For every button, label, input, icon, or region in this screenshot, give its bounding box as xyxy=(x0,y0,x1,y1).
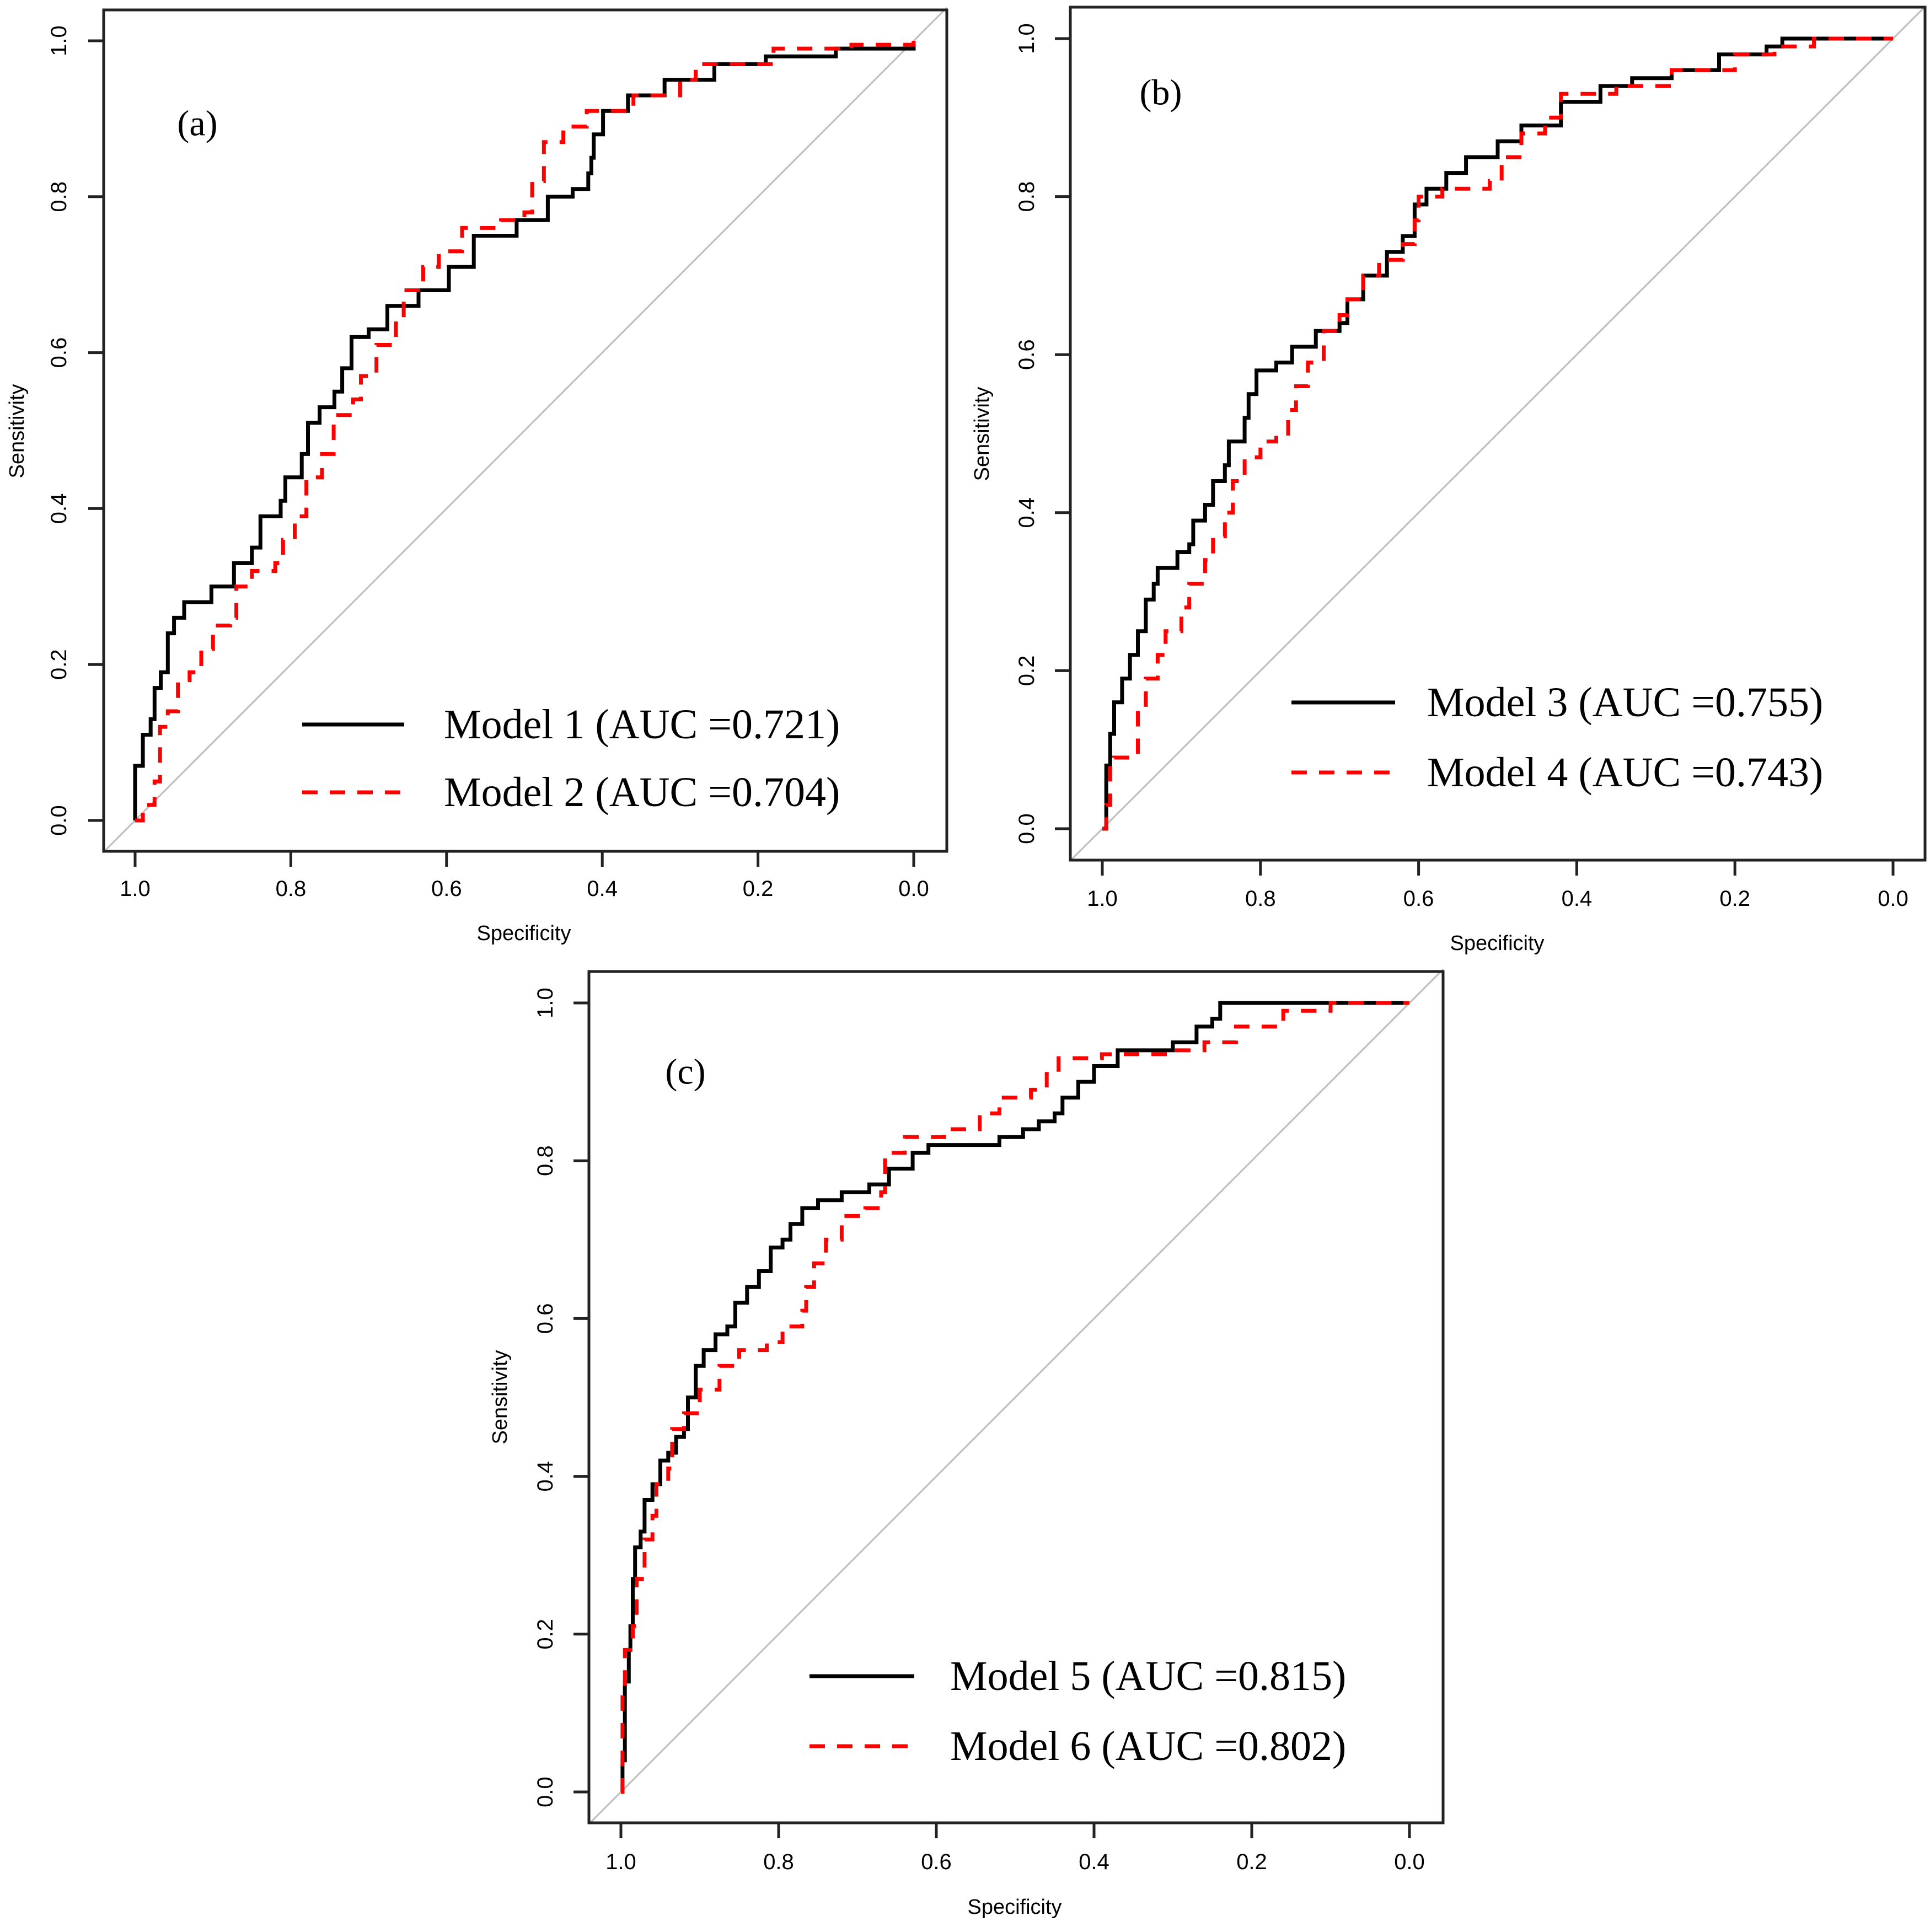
x-tick-label: 0.4 xyxy=(1079,1850,1109,1874)
x-tick-label: 0.6 xyxy=(431,877,462,901)
y-tick-label: 0.0 xyxy=(1015,813,1039,844)
roc-curve-model-3 xyxy=(1102,36,1893,831)
y-axis-title: Sensitivity xyxy=(489,1350,512,1444)
x-tick-label: 0.2 xyxy=(1236,1850,1267,1874)
x-tick-label: 0.6 xyxy=(1403,887,1434,911)
reference-diagonal-line xyxy=(588,968,1444,1825)
y-tick-label: 0.2 xyxy=(1015,656,1039,686)
x-tick-label: 0.6 xyxy=(921,1850,952,1874)
y-tick-label: 1.0 xyxy=(1015,23,1039,54)
reference-diagonal-line xyxy=(103,7,948,853)
y-tick-label: 0.0 xyxy=(47,805,71,836)
plot-frame xyxy=(102,8,948,853)
y-tick-label: 0.4 xyxy=(1015,497,1039,528)
y-tick-label: 0.4 xyxy=(533,1461,557,1492)
x-tick-label: 1.0 xyxy=(605,1850,636,1874)
x-tick-label: 0.4 xyxy=(587,877,618,901)
y-axis-title: Sensitivity xyxy=(971,387,994,481)
y-axis-title: Sensitivity xyxy=(6,384,29,478)
x-tick-label: 0.8 xyxy=(763,1850,794,1874)
legend: Model 3 (AUC =0.755) Model 4 (AUC =0.743) xyxy=(1291,679,1823,796)
roc-curve-model-5 xyxy=(620,1001,1409,1794)
roc-curve-model-1 xyxy=(133,41,916,820)
legend: Model 5 (AUC =0.815) Model 6 (AUC =0.802) xyxy=(809,1653,1346,1769)
x-axis-title: Specificity xyxy=(967,1896,1062,1919)
y-tick-label: 0.0 xyxy=(533,1777,557,1807)
y-tick-label: 1.0 xyxy=(47,25,71,56)
roc-panel-b: 1.0 0.8 0.6 0.4 0.2 0.0 0.0 0.2 0.4 0.6 0.8 1.0 Spec… xyxy=(971,6,1927,955)
y-tick-label: 0.8 xyxy=(1015,181,1039,212)
plot-frame xyxy=(587,970,1445,1824)
x-tick-label: 0.4 xyxy=(1562,887,1593,911)
y-tick-label: 0.6 xyxy=(47,337,71,368)
x-tick-label: 0.0 xyxy=(898,877,929,901)
legend-label: Model 2 (AUC =0.704) xyxy=(444,769,840,815)
roc-curve-model-6 xyxy=(620,1001,1409,1794)
y-tick-label: 0.8 xyxy=(47,181,71,212)
y-tick-label: 0.4 xyxy=(47,493,71,524)
roc-panel-a: 1.0 0.8 0.6 0.4 0.2 0.0 0.0 0.2 0.4 0.6 0.8 1.0 Spec… xyxy=(6,7,948,945)
roc-curve-model-4 xyxy=(1102,36,1893,831)
y-tick-label: 1.0 xyxy=(533,988,557,1018)
reference-diagonal-line xyxy=(1069,6,1926,862)
legend-label: Model 6 (AUC =0.802) xyxy=(950,1723,1346,1769)
x-tick-label: 0.0 xyxy=(1394,1850,1425,1874)
roc-curve-model-2 xyxy=(135,41,916,823)
x-tick-label: 0.8 xyxy=(1245,887,1276,911)
x-tick-label: 0.2 xyxy=(1719,887,1750,911)
x-tick-label: 1.0 xyxy=(120,877,151,901)
x-tick-label: 0.2 xyxy=(743,877,774,901)
x-tick-label: 0.0 xyxy=(1878,887,1908,911)
y-tick-label: 0.6 xyxy=(1015,339,1039,370)
x-tick-label: 1.0 xyxy=(1087,887,1118,911)
legend-label: Model 4 (AUC =0.743) xyxy=(1427,749,1823,796)
panel-label: (c) xyxy=(665,1052,705,1092)
y-tick-label: 0.2 xyxy=(47,649,71,680)
plot-frame xyxy=(1069,6,1927,862)
panel-label: (a) xyxy=(177,104,217,144)
x-axis-title: Specificity xyxy=(476,922,571,945)
roc-panel-c: 1.0 0.8 0.6 0.4 0.2 0.0 0.0 0.2 0.4 0.6 0.8 1.0 Spec… xyxy=(489,968,1445,1919)
legend: Model 1 (AUC =0.721) Model 2 (AUC =0.704) xyxy=(302,701,840,815)
x-tick-label: 0.8 xyxy=(276,877,307,901)
legend-label: Model 3 (AUC =0.755) xyxy=(1427,679,1823,726)
legend-label: Model 5 (AUC =0.815) xyxy=(950,1653,1346,1699)
y-tick-label: 0.6 xyxy=(533,1303,557,1334)
panel-label: (b) xyxy=(1140,73,1182,113)
y-tick-label: 0.8 xyxy=(533,1145,557,1176)
x-axis-title: Specificity xyxy=(1450,932,1544,955)
y-tick-label: 0.2 xyxy=(533,1619,557,1650)
legend-label: Model 1 (AUC =0.721) xyxy=(444,701,840,748)
